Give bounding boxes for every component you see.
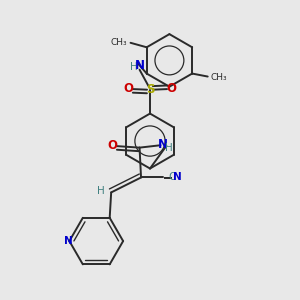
Text: O: O — [108, 139, 118, 152]
Text: C: C — [169, 172, 176, 182]
Text: N: N — [173, 172, 182, 182]
Text: O: O — [124, 82, 134, 95]
Text: CH₃: CH₃ — [111, 38, 127, 47]
Text: H: H — [130, 62, 138, 72]
Text: N: N — [64, 236, 72, 246]
Text: N: N — [134, 59, 145, 72]
Text: CH₃: CH₃ — [211, 73, 228, 82]
Text: N: N — [158, 137, 167, 151]
Text: H: H — [165, 143, 172, 153]
Text: S: S — [146, 83, 154, 96]
Text: H: H — [97, 186, 105, 196]
Text: O: O — [167, 82, 176, 95]
